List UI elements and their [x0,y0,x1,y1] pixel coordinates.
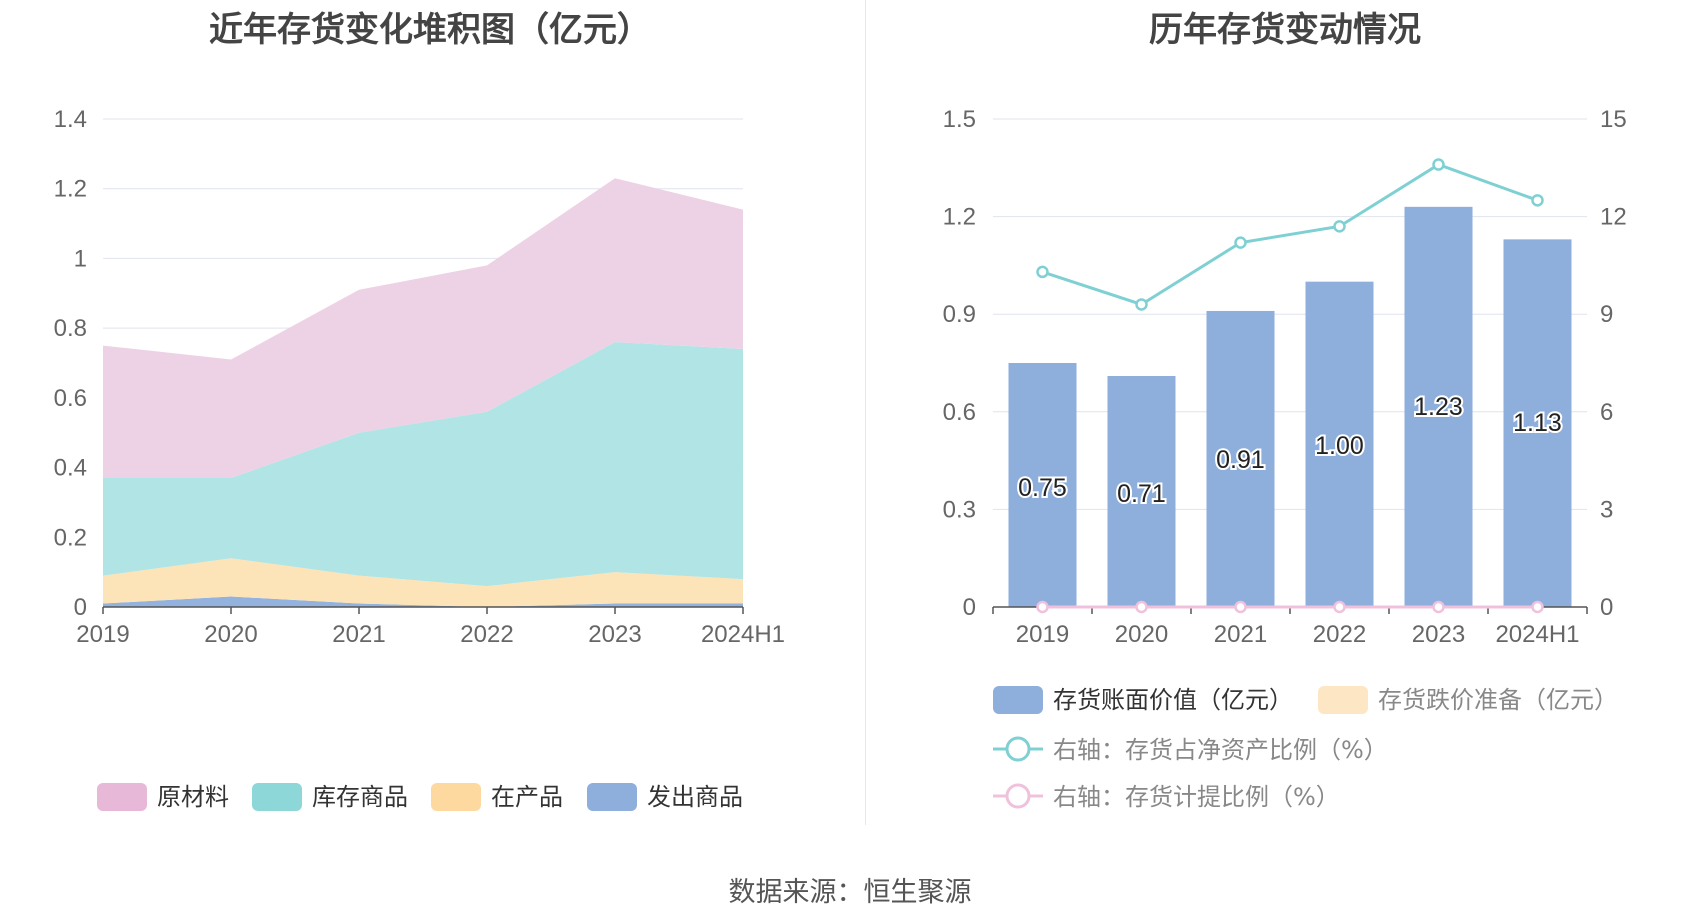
bar-value-label: 1.13 [1513,409,1562,437]
legend-swatch-原材料 [97,783,147,811]
area-series-原材料 [103,178,743,479]
bar-2021 [1206,310,1275,607]
line-point [1333,600,1346,614]
x-tick-label: 2020 [1115,621,1168,648]
panel-divider [865,0,866,825]
right-y-tick-label: 9 [1600,301,1613,328]
y-tick-label: 0.4 [54,455,87,482]
right-y-tick-label: 15 [1600,106,1627,133]
line-point [1135,298,1148,311]
bar-value-label: 0.91 [1216,446,1265,474]
x-tick-label: 2022 [460,621,513,648]
right-chart-title: 历年存货变动情况 [1149,10,1421,50]
bar-line-chart: 0 0.3 0.6 0.9 1.2 1.5 0 3 6 9 12 15 0.75 0.71 0.91 1.00… [943,106,1627,811]
x-tick-label: 2024H1 [701,621,785,648]
legend-label-发出商品: 发出商品 [647,783,743,811]
line-point [1135,600,1148,614]
x-tick-label: 2020 [204,621,257,648]
bar-2019 [1008,363,1077,607]
legend-label-在产品: 在产品 [491,783,563,811]
x-tick-label: 2021 [332,621,385,648]
legend-label-库存商品: 库存商品 [312,783,408,811]
y-tick-label: 0.2 [54,524,87,551]
left-y-tick-label: 1.5 [943,106,976,133]
data-source-note: 数据来源：恒生聚源 [728,877,972,908]
left-y-tick-label: 0.6 [943,399,976,426]
line-point [1234,236,1247,249]
area-series-在产品 [103,558,743,607]
left-chart-title: 近年存货变化堆积图（亿元） [209,10,651,50]
bar-2024H1 [1503,239,1572,607]
y-tick-label: 1 [74,245,87,272]
x-tick-label: 2019 [1016,621,1069,648]
line-point [1432,158,1445,171]
bar-2020 [1107,376,1176,607]
area-series-库存商品 [103,342,743,587]
bar-value-label: 0.71 [1117,480,1166,508]
line-point [1432,600,1445,614]
y-tick-label: 0.6 [54,385,87,412]
bar-2022 [1305,281,1374,607]
x-tick-label: 2023 [588,621,641,648]
right-y-tick-label: 12 [1600,204,1627,231]
x-tick-label: 2019 [76,621,129,648]
bar-2023 [1404,206,1473,607]
x-tick-label: 2023 [1412,621,1465,648]
line-point [1036,600,1049,614]
x-tick-label: 2024H1 [1495,621,1579,648]
left-y-tick-label: 0 [963,594,976,621]
line-point [1531,600,1544,614]
legend-swatch-marker [1005,783,1031,809]
right-y-tick-label: 0 [1600,594,1613,621]
y-tick-label: 0 [74,594,87,621]
legend-swatch-在产品 [431,783,481,811]
legend-swatch-发出商品 [587,783,637,811]
legend-label: 存货账面价值（亿元） [1053,686,1293,714]
y-tick-label: 1.2 [54,176,87,203]
area-series-发出商品 [103,596,743,607]
legend-swatch-marker [1005,736,1031,762]
bar-value-label: 1.23 [1414,393,1463,421]
x-tick-label: 2022 [1313,621,1366,648]
left-y-tick-label: 1.2 [943,204,976,231]
y-tick-label: 1.4 [54,106,87,133]
legend-swatch-bar [1318,686,1368,714]
bar-value-label: 1.00 [1315,432,1364,460]
stacked-area-chart: 0 0.2 0.4 0.6 0.8 1 1.2 1.4 2019 2020 2021 2022 2023… [54,106,785,811]
line-point [1333,220,1346,233]
legend-label: 右轴：存货计提比例（%） [1053,783,1340,811]
legend-swatch-bar [993,686,1043,714]
bar-value-label: 0.75 [1018,474,1067,502]
line-point [1531,194,1544,207]
left-y-tick-label: 0.9 [943,301,976,328]
right-y-tick-label: 3 [1600,496,1613,523]
legend-swatch-库存商品 [252,783,302,811]
line-point [1234,600,1247,614]
line-point [1036,265,1049,279]
left-y-tick-label: 0.3 [943,496,976,523]
legend-label: 存货跌价准备（亿元） [1378,686,1618,714]
line-series-右轴：存货占净资产比例（%） [1042,162,1539,307]
right-y-tick-label: 6 [1600,399,1613,426]
x-tick-label: 2021 [1214,621,1267,648]
y-tick-label: 0.8 [54,315,87,342]
legend-label: 右轴：存货占净资产比例（%） [1053,736,1388,764]
legend-label-原材料: 原材料 [157,783,229,811]
